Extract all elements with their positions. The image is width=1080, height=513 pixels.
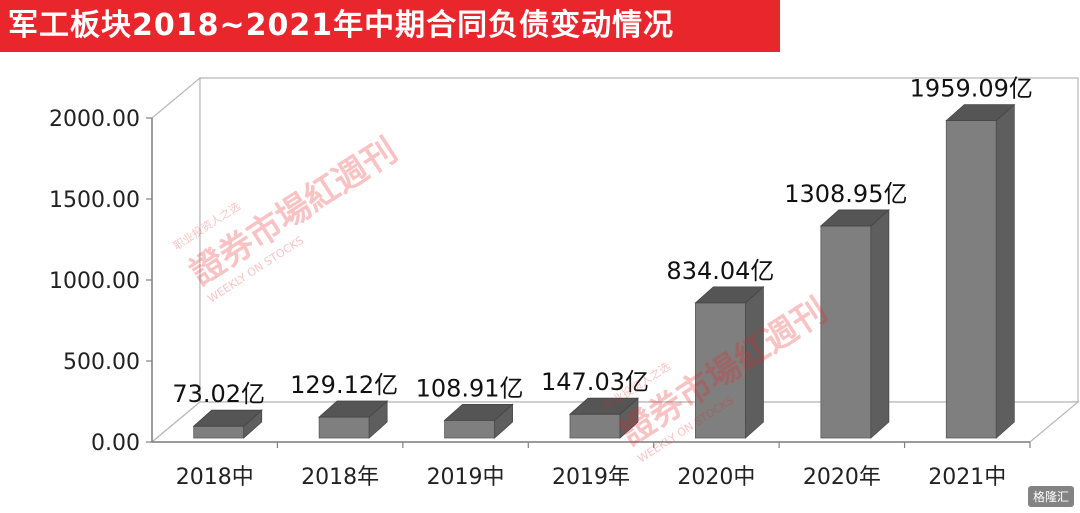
x-tick-label: 2020中	[677, 465, 755, 490]
data-label: 147.03亿	[541, 368, 649, 396]
data-labels: 73.02亿 129.12亿 108.91亿 147.03亿 834.04亿 1308.9…	[172, 75, 1033, 409]
y-tick-label: 1000.00	[49, 269, 140, 294]
bar-top	[192, 409, 263, 427]
logo: 格隆汇	[1027, 486, 1074, 507]
y-tick-label: 0.00	[91, 431, 140, 456]
bar-top	[443, 403, 514, 421]
bar-front	[444, 419, 495, 439]
data-label: 108.91亿	[416, 374, 524, 402]
y-axis-ticks: 0.00 500.00 1000.00 1500.00 2000.00	[49, 107, 152, 456]
y-tick-label: 1500.00	[49, 188, 140, 213]
bar-front	[318, 416, 370, 439]
bar-top	[318, 400, 389, 418]
bar-front	[945, 120, 997, 439]
bar-side	[870, 209, 890, 439]
bars	[192, 103, 1016, 439]
bar-top	[568, 397, 640, 415]
bar-top	[945, 104, 1016, 122]
x-axis-ticks: 2018中 2018年 2019中 2019年 2020中 2020年 2021中	[176, 442, 1031, 490]
y-tick-label: 2000.00	[49, 107, 140, 132]
y-tick-label: 500.00	[63, 350, 140, 375]
x-tick-label: 2019中	[427, 465, 505, 490]
x-tick-label: 2019年	[552, 465, 630, 490]
bar-front	[193, 425, 245, 439]
chart-title: 军工板块2018~2021年中期合同负债变动情况	[0, 0, 780, 52]
bar-side	[745, 285, 764, 439]
bar-front	[695, 302, 746, 439]
bar-top	[819, 209, 890, 227]
x-tick-label: 2018年	[301, 465, 379, 490]
data-label: 129.12亿	[290, 371, 398, 399]
data-label: 1308.95亿	[784, 180, 907, 208]
x-tick-label: 2018中	[176, 465, 254, 490]
bar-side	[995, 103, 1015, 439]
data-label: 73.02亿	[172, 380, 265, 408]
data-label: 1959.09亿	[910, 75, 1033, 103]
x-tick-label: 2020年	[803, 465, 881, 490]
bar-front	[569, 413, 621, 439]
bar-front	[820, 225, 872, 439]
x-tick-label: 2021中	[928, 465, 1006, 490]
bar-top	[694, 286, 765, 304]
data-label: 834.04亿	[666, 257, 774, 285]
